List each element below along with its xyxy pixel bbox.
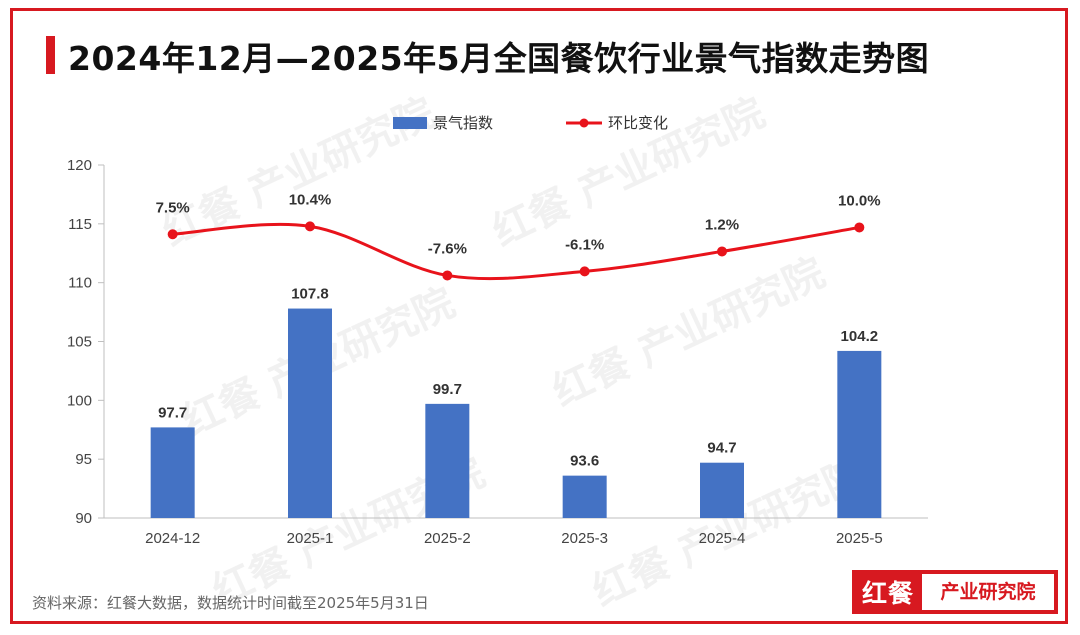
line-point [854,222,865,233]
bar-value-label: 104.2 [841,328,879,345]
logo-mark: 红餐 [862,579,915,608]
x-tick-label: 2024-12 [145,530,200,547]
legend-bar-label: 景气指数 [433,115,493,132]
bar [288,308,332,518]
y-tick-label: 115 [68,216,92,233]
bar [425,403,470,518]
legend-bar-swatch [393,117,427,129]
line-value-label: -7.6% [428,240,467,257]
line-point [579,266,590,277]
bar-value-label: 97.7 [158,404,187,421]
x-tick-label: 2025-3 [561,530,608,547]
x-tick-label: 2025-4 [699,530,746,547]
y-tick-label: 100 [67,392,92,409]
bar [562,475,607,518]
legend-line-marker [579,118,589,128]
line-value-label: 10.0% [838,192,881,209]
y-tick-label: 110 [68,275,92,292]
bar [700,462,744,518]
bar [837,350,882,518]
y-tick-label: 105 [67,334,92,351]
line-point [442,270,453,281]
line-value-label: 7.5% [156,199,190,216]
line-point [167,229,178,240]
bar-value-label: 94.7 [707,440,736,457]
bar-value-label: 107.8 [291,286,329,303]
legend-line-label: 环比变化 [608,115,668,132]
line-value-label: 1.2% [705,216,739,233]
chart-frame [10,8,1068,624]
y-tick-label: 95 [75,451,92,468]
bar-value-label: 99.7 [433,381,462,398]
x-tick-label: 2025-5 [836,530,883,547]
logo-text: 产业研究院 [922,574,1054,610]
line-point [305,221,315,232]
y-tick-label: 90 [75,510,92,527]
bar [150,427,195,518]
source-note: 资料来源：红餐大数据，数据统计时间截至2025年5月31日 [32,594,429,612]
brand-logo: 红餐 产业研究院 [852,570,1058,614]
x-tick-label: 2025-1 [287,530,334,547]
line-series-path [172,222,860,281]
bar-value-label: 93.6 [570,453,599,470]
chart-title: 2024年12月—2025年5月全国餐饮行业景气指数走势图 [68,39,930,78]
x-tick-label: 2025-2 [424,530,471,547]
y-tick-label: 120 [67,157,92,174]
line-value-label: -6.1% [565,236,604,253]
line-value-label: 10.4% [289,191,332,208]
title-accent-bar [46,36,55,74]
line-point [717,246,727,257]
